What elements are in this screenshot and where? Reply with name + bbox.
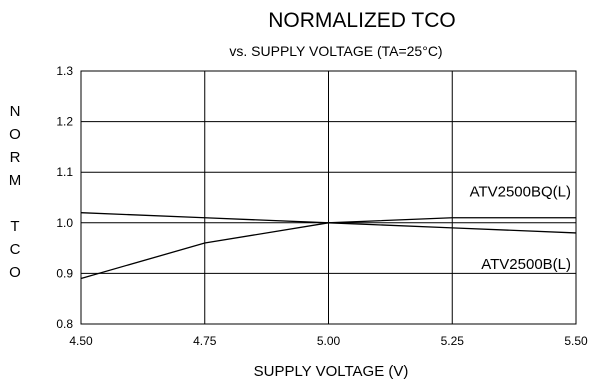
y-axis-label-char: M — [9, 172, 22, 189]
x-tick-label: 5.00 — [317, 334, 341, 348]
y-axis-label-char: T — [10, 218, 19, 235]
plot-border — [80, 70, 577, 325]
y-tick-label: 1.1 — [56, 165, 73, 179]
y-tick-label: 1.2 — [56, 115, 73, 129]
plot-frame — [80, 70, 577, 325]
y-axis-label-char: R — [10, 149, 21, 166]
series-label-0: ATV2500BQ(L) — [470, 184, 571, 201]
chart-title: NORMALIZED TCO — [268, 9, 455, 32]
y-axis-label-char: O — [9, 264, 21, 281]
x-tick-label: 5.25 — [441, 334, 465, 348]
y-tick-label: 0.9 — [56, 266, 73, 280]
y-tick-label: 1.0 — [56, 216, 73, 230]
chart-subtitle: vs. SUPPLY VOLTAGE (TA=25°C) — [229, 43, 442, 59]
y-tick-labels: 0.8 0.9 1.0 1.1 1.2 1.3 — [56, 64, 73, 331]
x-tick-label: 5.50 — [564, 334, 588, 348]
x-tick-label: 4.75 — [193, 334, 217, 348]
y-axis-label-char: N — [10, 103, 21, 120]
x-tick-labels: 4.50 4.75 5.00 5.25 5.50 — [69, 334, 588, 348]
y-axis-label-char: C — [10, 241, 21, 258]
y-axis-label-char: O — [9, 126, 21, 143]
series-line-1 — [80, 212, 577, 234]
series-labels: ATV2500BQ(L) ATV2500B(L) — [470, 184, 571, 273]
series-label-1: ATV2500B(L) — [481, 256, 571, 273]
x-axis-label: SUPPLY VOLTAGE (V) — [254, 363, 409, 380]
y-tick-label: 1.3 — [56, 64, 73, 78]
x-tick-label: 4.50 — [69, 334, 93, 348]
series-lines — [80, 212, 577, 280]
y-tick-label: 0.8 — [56, 317, 73, 331]
